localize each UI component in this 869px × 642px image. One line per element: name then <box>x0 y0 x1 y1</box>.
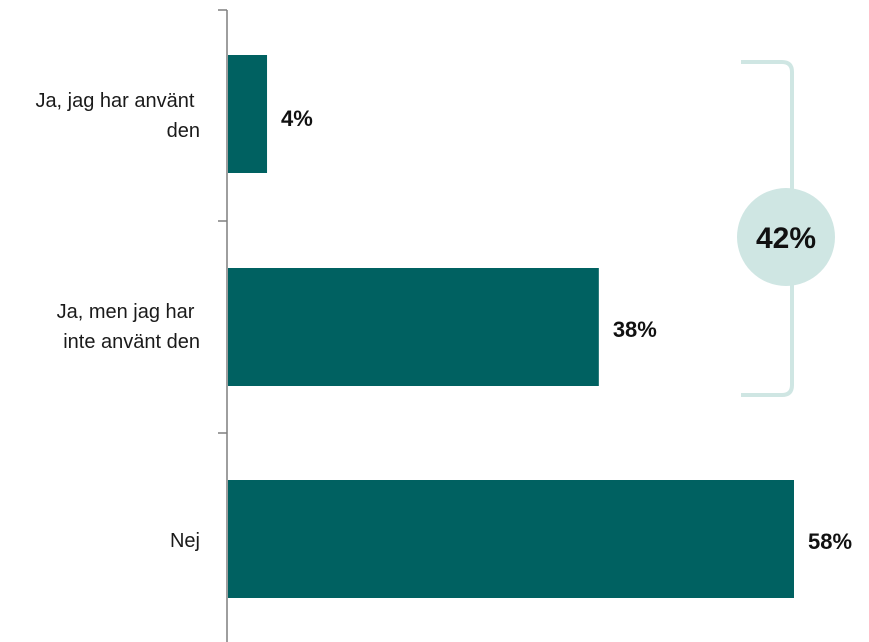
value-label-ja-anvant: 4% <box>281 106 313 131</box>
category-label-ja-inte-anvant: Ja, men jag har inte använt den <box>57 301 200 353</box>
bar-ja-anvant <box>228 55 268 173</box>
category-label-line: Ja, men jag har <box>57 301 195 323</box>
bar-ja-inte-anvant <box>228 268 599 386</box>
category-label-line: Nej <box>170 530 200 552</box>
bracket-total-circle <box>737 188 835 286</box>
category-label-line: Ja, jag har använt <box>35 90 194 112</box>
value-label-ja-inte-anvant: 38% <box>613 317 657 342</box>
bracket-total-label: 42% <box>756 222 816 255</box>
category-label-ja-anvant: Ja, jag har använt den <box>35 90 200 142</box>
bar-nej <box>228 480 794 598</box>
category-label-nej: Nej <box>170 530 200 552</box>
category-label-line: inte använt den <box>63 331 200 353</box>
value-label-nej: 58% <box>808 529 852 554</box>
category-label-line: den <box>167 120 200 142</box>
